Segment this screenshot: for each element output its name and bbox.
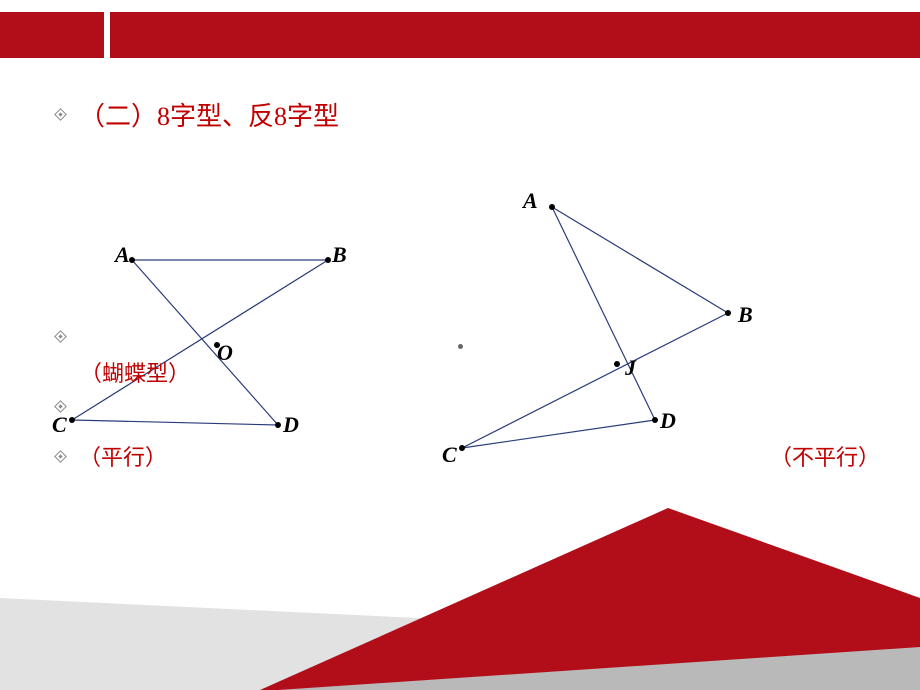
label-left-A: A [115,242,130,268]
diamond-bullet-icon [54,450,67,463]
point-right-A [549,204,555,210]
point-right-D [652,417,658,423]
point-left-C [69,417,75,423]
slide: （二）8字型、反8字型 A B O C D A B J C D （蝴蝶型） （平… [0,0,920,690]
point-right-J [614,361,620,367]
label-right-C: C [442,442,457,468]
bullet-parallel: （平行） [56,440,167,472]
bullet-empty-1 [56,332,65,341]
label-not-parallel: （不平行） [770,440,880,472]
label-right-J: J [625,355,636,381]
diamond-bullet-icon [54,400,67,413]
label-left-O: O [217,340,233,366]
label-right-B: B [738,302,753,328]
point-left-B [325,257,331,263]
point-right-B [725,310,731,316]
center-dot-icon [458,344,463,349]
label-right-D: D [660,408,676,434]
label-butterfly: （蝴蝶型） [80,356,190,388]
point-right-C [459,445,465,451]
bullet-empty-2 [56,402,65,411]
label-parallel: （平行） [79,440,167,472]
label-left-D: D [283,412,299,438]
point-left-D [275,422,281,428]
label-right-A: A [523,188,538,214]
label-left-C: C [52,412,67,438]
diamond-bullet-icon [54,330,67,343]
label-left-B: B [332,242,347,268]
